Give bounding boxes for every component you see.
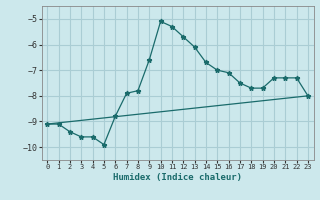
X-axis label: Humidex (Indice chaleur): Humidex (Indice chaleur) xyxy=(113,173,242,182)
